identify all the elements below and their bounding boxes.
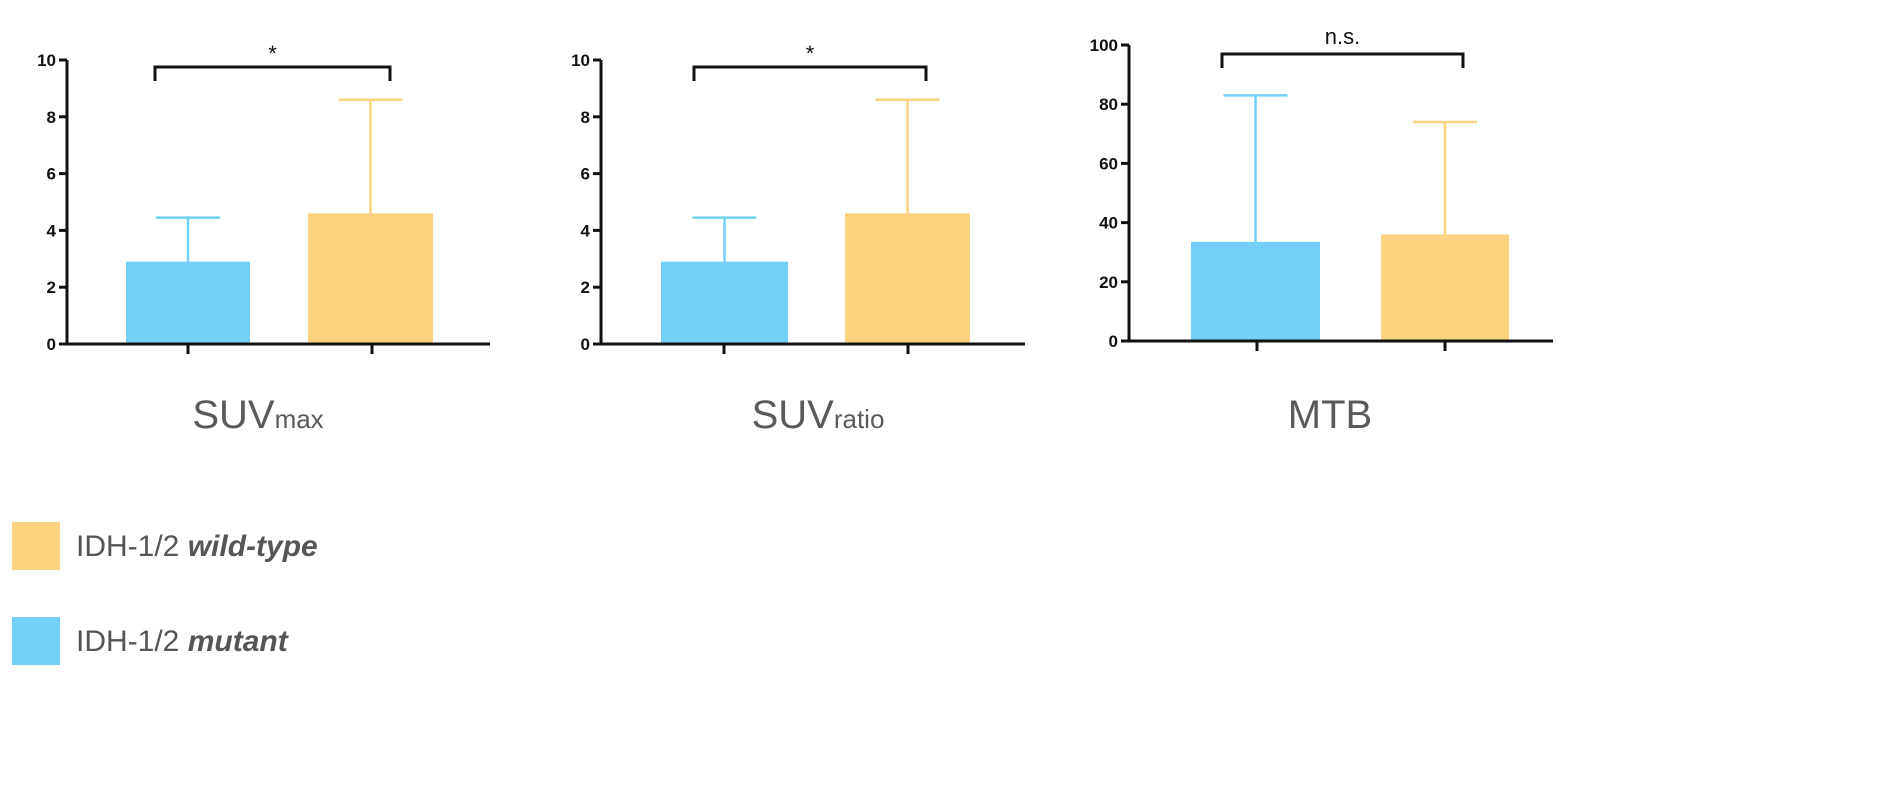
y-tick-label: 6 xyxy=(581,165,590,184)
legend-item-2: IDH-1/2 mutant xyxy=(12,617,290,665)
chart-panel-2: 0 2 4 6 8 10 * SUVratio xyxy=(571,41,1025,437)
y-tick-label: 6 xyxy=(47,165,56,184)
y-tick-label: 2 xyxy=(47,278,56,297)
bar-mutant xyxy=(661,261,788,344)
y-tick-label: 60 xyxy=(1099,154,1118,173)
y-tick-label: 20 xyxy=(1099,273,1118,292)
legend-swatch xyxy=(12,522,60,570)
y-tick-label: 0 xyxy=(47,335,56,354)
y-tick-label: 8 xyxy=(581,108,590,127)
legend-item-1: IDH-1/2 wild-type xyxy=(12,522,318,570)
y-tick-label: 4 xyxy=(581,221,591,240)
chart-panel-3: 0 20 40 60 80 100 n.s. MTB xyxy=(1090,24,1553,437)
y-tick-label: 80 xyxy=(1099,95,1118,114)
bar-wild-type xyxy=(845,213,970,344)
significance-bracket xyxy=(692,65,928,81)
significance-bracket xyxy=(153,65,392,81)
y-tick-label: 0 xyxy=(581,335,590,354)
bar-wild-type xyxy=(308,213,433,344)
y-tick-label: 10 xyxy=(571,51,590,70)
y-tick-label: 8 xyxy=(47,108,56,127)
y-tick-label: 100 xyxy=(1090,36,1118,55)
significance-label: n.s. xyxy=(1325,24,1360,49)
significance-label: * xyxy=(268,41,277,66)
y-tick-label: 10 xyxy=(37,51,56,70)
y-tick-label: 0 xyxy=(1109,332,1118,351)
category-label: SUVratio xyxy=(752,393,885,437)
legend-label: IDH-1/2 wild-type xyxy=(76,530,318,563)
legend-swatch xyxy=(12,617,60,665)
chart-panel-1: 0 2 4 6 8 10 * SUVmax xyxy=(37,41,490,437)
y-tick-label: 40 xyxy=(1099,214,1118,233)
category-label: MTB xyxy=(1288,393,1372,437)
bar-mutant xyxy=(1191,241,1320,341)
y-tick-label: 2 xyxy=(581,278,590,297)
significance-label: * xyxy=(806,41,815,66)
legend-label: IDH-1/2 mutant xyxy=(76,625,290,658)
significance-bracket xyxy=(1220,52,1465,68)
bar-wild-type xyxy=(1381,234,1509,341)
y-tick-label: 4 xyxy=(47,221,57,240)
bar-mutant xyxy=(126,261,250,344)
category-label: SUVmax xyxy=(192,393,323,437)
